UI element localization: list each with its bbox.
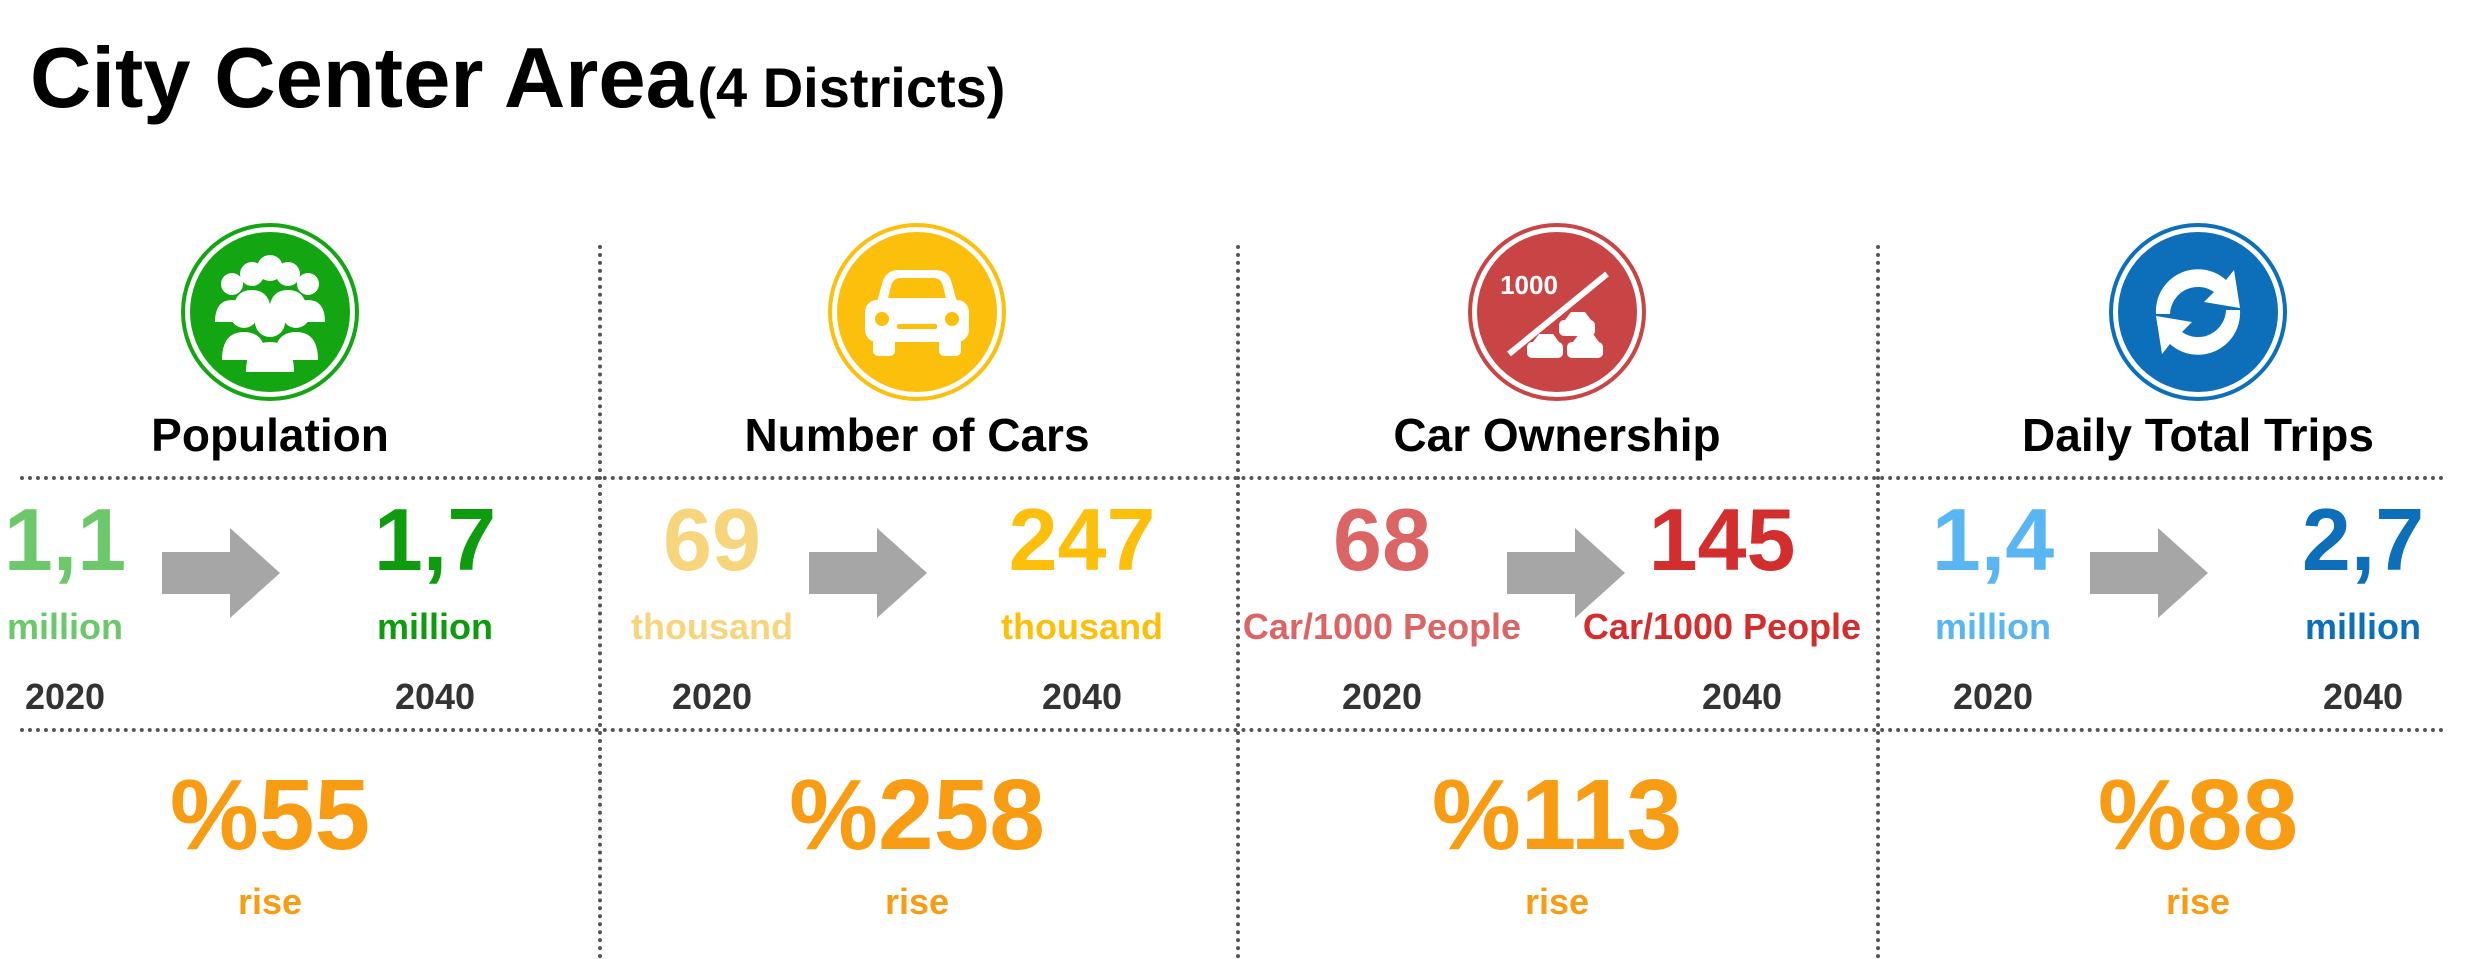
row-divider xyxy=(20,476,2446,480)
trips-change-value: %88 xyxy=(2097,759,2299,871)
cars-2020-value: 69 xyxy=(663,490,761,589)
car-ownership-icon: 1000 xyxy=(1467,222,1647,402)
population-2040-year: 2040 xyxy=(394,676,476,717)
population-2040-value: 1,7 xyxy=(373,490,497,589)
trips-2020-value: 1,4 xyxy=(1931,490,2055,589)
ownership-change-label: rise xyxy=(1524,881,1590,922)
cars-2020-unit: thousand xyxy=(631,606,793,647)
column-divider xyxy=(1876,245,1880,959)
trips-2040-year: 2040 xyxy=(2322,676,2404,717)
ownership-2020-year: 2020 xyxy=(1341,676,1423,717)
car-icon xyxy=(827,222,1007,402)
trips-heading: Daily Total Trips xyxy=(2022,409,2374,461)
cars-2040-value: 247 xyxy=(1008,490,1156,589)
title-subtitle: (4 Districts) xyxy=(697,56,1006,119)
trips-2040-unit: million xyxy=(2305,606,2421,647)
trips-change-label: rise xyxy=(2165,881,2231,922)
ownership-2040-year: 2040 xyxy=(1701,676,1783,717)
population-2020-value: 1,1 xyxy=(3,490,127,589)
ownership-2040-value: 145 xyxy=(1648,490,1796,589)
page-title: City Center Area (4 Districts) xyxy=(30,30,1005,128)
population-heading: Population xyxy=(151,409,389,461)
ownership-2040-unit: Car/1000 People xyxy=(1582,606,1862,647)
cars-2040-unit: thousand xyxy=(1001,606,1163,647)
ownership-2020-value: 68 xyxy=(1333,490,1431,589)
trips-2040-value: 2,7 xyxy=(2301,490,2425,589)
cars-change-value: %258 xyxy=(789,759,1045,871)
population-2020-unit: million xyxy=(7,606,123,647)
row-divider xyxy=(20,728,2446,732)
column-divider xyxy=(598,245,602,959)
population-column: Population 1,1 million 2020 1,7 million … xyxy=(0,0,590,959)
population-2040-unit: million xyxy=(377,606,493,647)
cars-heading: Number of Cars xyxy=(744,409,1090,461)
ownership-icon-text: 1000 xyxy=(1500,270,1558,300)
cars-2040-year: 2040 xyxy=(1041,676,1123,717)
ownership-column: 1000 Car Ownership 68 Car/1000 People 20… xyxy=(1237,0,1877,959)
arrow-right-icon xyxy=(162,528,280,618)
ownership-2020-unit: Car/1000 People xyxy=(1242,606,1522,647)
ownership-change-value: %113 xyxy=(1431,759,1683,871)
population-2020-year: 2020 xyxy=(24,676,106,717)
population-change-label: rise xyxy=(237,881,303,922)
arrow-right-icon xyxy=(1507,528,1625,618)
cars-change-label: rise xyxy=(884,881,950,922)
cars-column: Number of Cars 69 thousand 2020 247 thou… xyxy=(597,0,1237,959)
title-main: City Center Area xyxy=(30,31,693,126)
people-group-icon xyxy=(180,222,360,402)
ownership-heading: Car Ownership xyxy=(1393,409,1721,461)
trips-2020-year: 2020 xyxy=(1952,676,2034,717)
cars-2020-year: 2020 xyxy=(671,676,753,717)
exchange-arrows-icon xyxy=(2108,222,2288,402)
trips-column: Daily Total Trips 1,4 million 2020 2,7 m… xyxy=(1878,0,2466,959)
column-divider xyxy=(1236,245,1240,959)
arrow-right-icon xyxy=(2090,528,2208,618)
population-change-value: %55 xyxy=(169,759,371,871)
trips-2020-unit: million xyxy=(1935,606,2051,647)
arrow-right-icon xyxy=(809,528,927,618)
